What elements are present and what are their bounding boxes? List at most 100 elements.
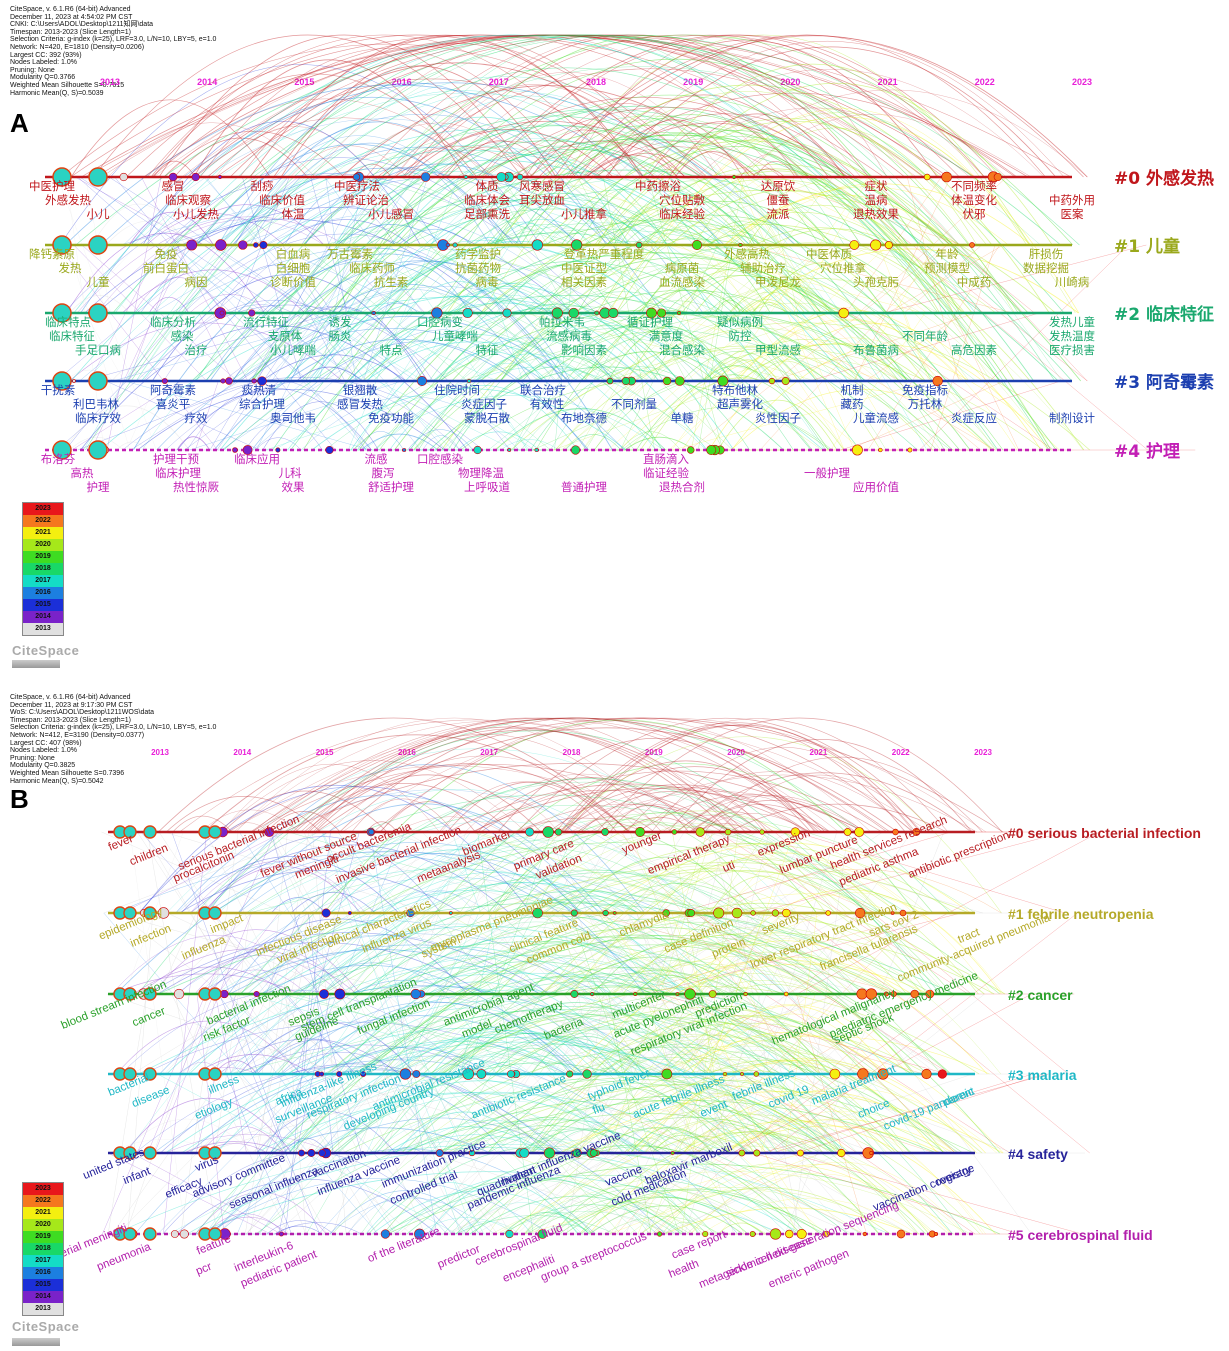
citation-arc	[178, 955, 342, 995]
citation-arc	[153, 160, 196, 178]
year-tick-label: 2018	[586, 77, 606, 87]
keyword-node	[878, 447, 883, 453]
citation-arc	[60, 43, 715, 178]
citation-arc	[651, 746, 914, 833]
citation-arc	[404, 34, 960, 178]
citation-arc	[472, 363, 543, 382]
cross-link	[471, 831, 721, 914]
keyword-label: 奥司他韦	[270, 411, 316, 425]
cross-link	[672, 831, 729, 1154]
legend-year-swatch: 2023	[23, 503, 63, 515]
citation-arc	[670, 189, 904, 246]
keyword-node	[857, 1068, 869, 1080]
cross-link	[523, 1073, 828, 1154]
keyword-label: 综合护理	[239, 397, 285, 411]
keyword-label: 症状	[865, 179, 888, 193]
keyword-label: 疗效	[185, 411, 208, 425]
citation-arc	[422, 435, 460, 451]
citation-arc	[330, 283, 485, 314]
metadata-line: WoS: C:\Users\ADOL\Desktop\1211WOS\data	[10, 709, 155, 717]
keyword-node	[143, 825, 157, 839]
citation-arc	[251, 124, 1082, 382]
citation-arc	[708, 296, 757, 314]
legend-year-swatch: 2017	[23, 1255, 63, 1267]
keyword-node	[570, 990, 579, 998]
keyword-label: 儿童	[87, 275, 110, 289]
citation-arc	[471, 787, 831, 833]
citation-arc	[409, 325, 812, 451]
keyword-node	[890, 991, 897, 997]
cross-link	[608, 831, 713, 1154]
cross-link	[396, 831, 717, 1075]
citation-arc	[401, 200, 626, 246]
keyword-node	[259, 241, 268, 249]
citation-arc	[222, 790, 388, 833]
panel-a-letter: A	[10, 108, 29, 138]
keyword-label: 流感	[365, 452, 388, 466]
keyword-label: 腹泻	[372, 466, 395, 480]
citation-arc	[256, 717, 840, 833]
cross-link	[848, 380, 1005, 451]
keyword-label: 免疫	[155, 247, 178, 261]
keyword-node	[785, 1229, 794, 1239]
citation-arc	[141, 159, 849, 382]
citation-arc	[456, 987, 488, 995]
keyword-node	[969, 242, 975, 248]
citation-arc	[607, 119, 744, 178]
citation-arc	[740, 154, 798, 178]
legend-year-swatch: 2013	[23, 1303, 63, 1315]
citation-arc	[564, 1188, 822, 1235]
keyword-node	[463, 174, 468, 180]
citation-arc	[464, 1144, 802, 1235]
keyword-node	[278, 1231, 284, 1237]
keyword-node	[143, 1146, 157, 1160]
keyword-node	[849, 240, 860, 250]
keyword-label: 小儿	[87, 207, 110, 221]
citation-arc	[227, 765, 674, 833]
cross-link	[397, 993, 704, 1235]
cross-link	[286, 993, 356, 1075]
citation-arc	[290, 941, 783, 995]
citation-arc	[143, 1021, 568, 1075]
citation-arc	[380, 1046, 963, 1154]
keyword-label: 临床特点	[45, 315, 91, 329]
citation-arc	[598, 842, 971, 914]
citation-arc	[588, 1120, 996, 1235]
keyword-label: 头孢克肟	[853, 275, 899, 289]
citation-arc	[211, 1117, 666, 1235]
keyword-node	[496, 172, 507, 182]
citation-arc	[673, 1119, 772, 1154]
cross-link	[632, 993, 838, 1075]
citation-arc	[153, 34, 924, 178]
cross-link	[721, 1152, 805, 1235]
keyword-node	[123, 987, 137, 1001]
citation-arc	[66, 232, 265, 314]
citation-arc	[290, 892, 376, 914]
cross-link	[386, 993, 664, 1235]
citation-arc	[337, 131, 1000, 382]
citation-arc	[490, 862, 970, 914]
cross-link	[285, 993, 311, 1235]
citation-arc	[576, 1092, 835, 1154]
citation-arc	[304, 206, 396, 246]
keyword-node	[242, 445, 253, 455]
citation-arc	[709, 875, 818, 914]
cross-link	[563, 244, 789, 451]
keyword-node	[143, 906, 157, 920]
citation-arc	[218, 789, 699, 914]
citation-arc	[240, 934, 528, 995]
citation-arc	[216, 34, 1016, 178]
cross-link	[107, 1152, 271, 1235]
keyword-node	[684, 988, 696, 1000]
citation-arc	[708, 234, 762, 246]
cross-link	[525, 1152, 804, 1235]
keyword-label: 利巴韦林	[73, 397, 119, 411]
keyword-node	[738, 1149, 746, 1157]
citation-arc	[558, 1196, 764, 1235]
citation-arc	[727, 1111, 957, 1154]
cross-link	[177, 1073, 455, 1154]
cross-link	[530, 244, 622, 314]
keyword-node	[88, 440, 108, 460]
citation-arc	[557, 278, 1084, 451]
citation-arc	[758, 262, 886, 314]
